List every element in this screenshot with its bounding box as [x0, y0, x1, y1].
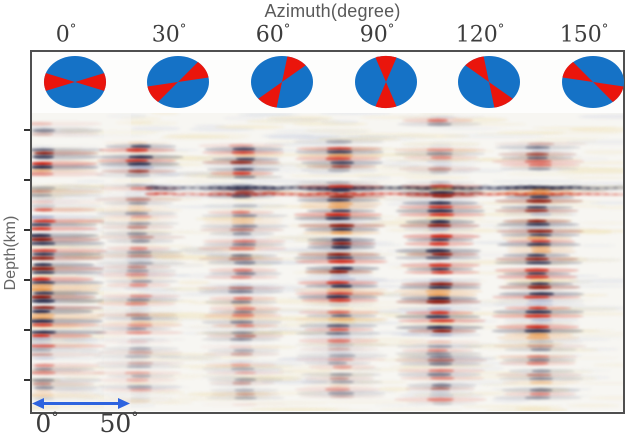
- plot-title: Azimuth(degree): [264, 1, 401, 21]
- scale-start-label: 0°: [30, 409, 64, 436]
- focal-mechanism-ball: [249, 54, 315, 110]
- azimuth-value: 120: [455, 22, 498, 48]
- y-axis-tick: [24, 329, 30, 331]
- focal-mechanism-ball: [560, 54, 626, 110]
- degree-symbol: °: [601, 22, 609, 37]
- y-axis-label: Depth(km): [2, 215, 19, 291]
- azimuth-tick-label: 120°: [445, 22, 515, 47]
- focal-mechanism-ball: [42, 54, 108, 110]
- degree-symbol: °: [179, 22, 187, 37]
- focal-mechanism-ball: [456, 54, 522, 110]
- degree-symbol: °: [131, 410, 139, 427]
- y-axis-tick: [24, 229, 30, 231]
- degree-symbol: °: [51, 410, 59, 427]
- scale-start-value: 0: [35, 409, 52, 436]
- scale-end-label: 50°: [96, 409, 142, 436]
- azimuth-tick-label: 150°: [549, 22, 619, 47]
- azimuth-value: 90: [359, 22, 388, 48]
- y-axis-tick: [24, 279, 30, 281]
- azimuth-value: 30: [151, 22, 180, 48]
- y-axis-tick: [24, 179, 30, 181]
- azimuth-tick-label: 90°: [342, 22, 412, 47]
- azimuth-value: 60: [255, 22, 284, 48]
- azimuth-value: 150: [559, 22, 602, 48]
- azimuth-tick-label: 0°: [31, 22, 101, 47]
- azimuth-value: 0: [55, 22, 70, 48]
- scale-arrow: [32, 398, 130, 409]
- degree-symbol: °: [387, 22, 395, 37]
- azimuth-tick-label: 60°: [238, 22, 308, 47]
- degree-symbol: °: [69, 22, 77, 37]
- focal-mechanism-ball: [353, 54, 419, 110]
- scale-end-value: 50: [99, 409, 132, 436]
- degree-symbol: °: [283, 22, 291, 37]
- focal-mechanism-ball: [145, 54, 211, 110]
- y-axis-tick: [24, 129, 30, 131]
- y-axis-tick: [24, 379, 30, 381]
- plot-frame: [30, 50, 625, 414]
- azimuth-tick-label: 30°: [134, 22, 204, 47]
- degree-symbol: °: [497, 22, 505, 37]
- seismic-image: [32, 113, 623, 411]
